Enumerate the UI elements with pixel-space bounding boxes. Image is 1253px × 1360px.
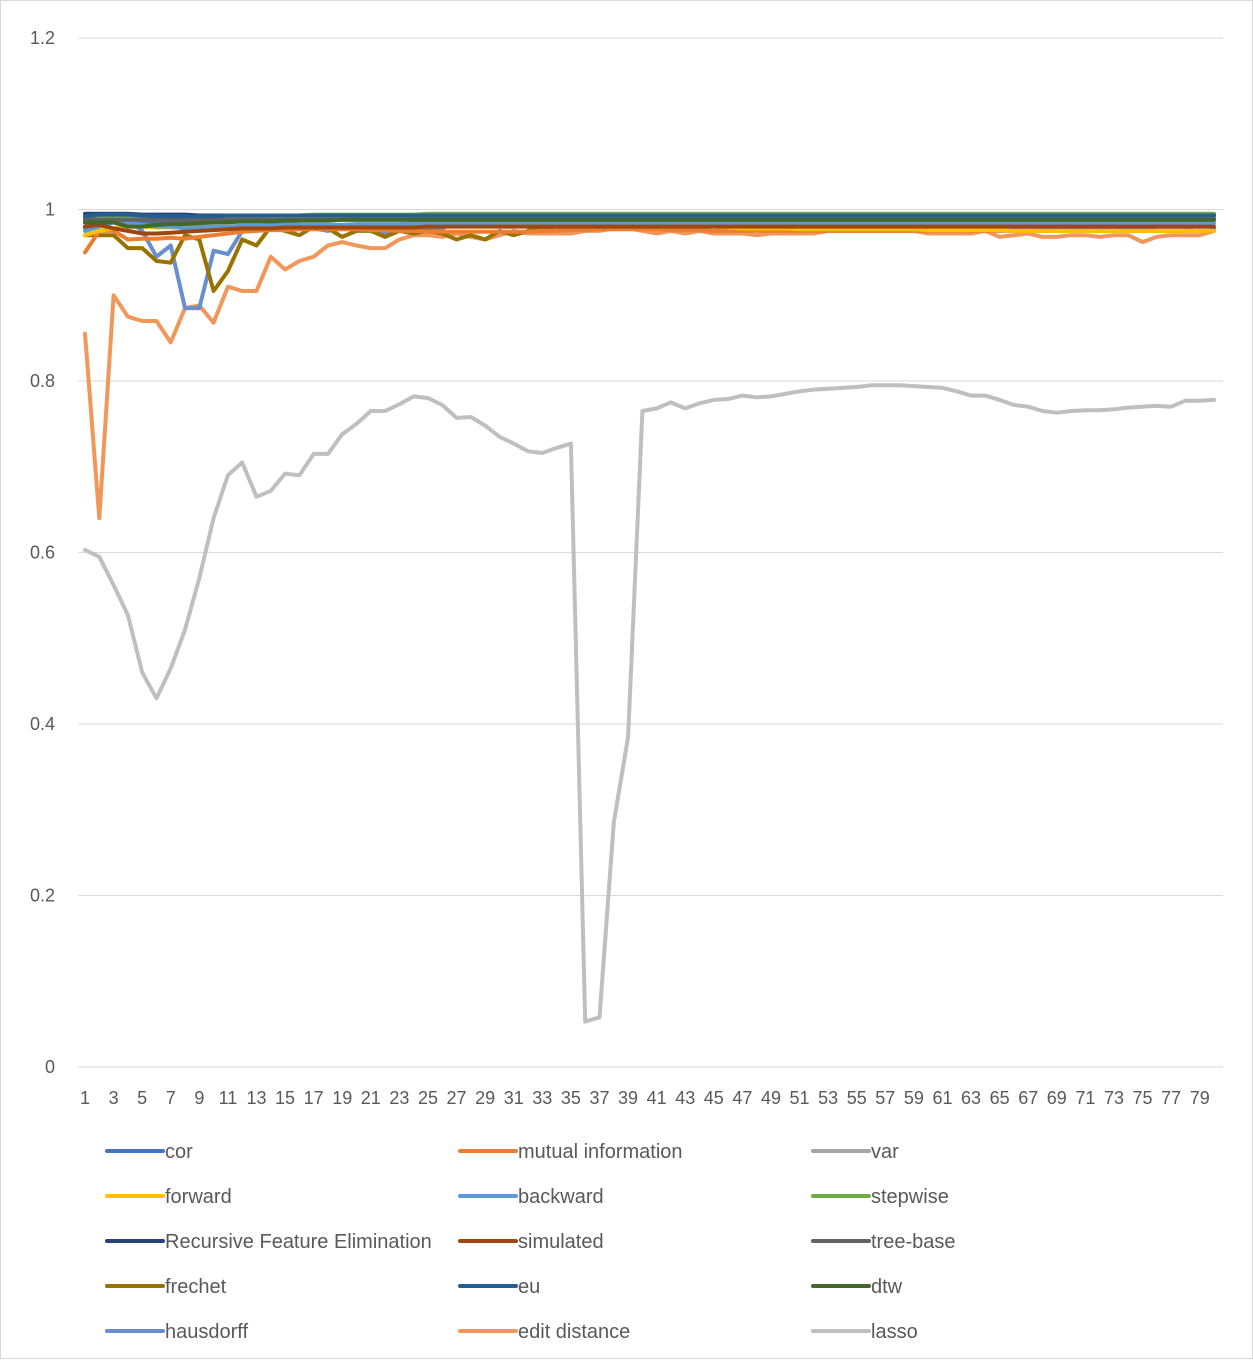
series-line-dtw: [83, 217, 1216, 229]
legend-label: hausdorff: [165, 1321, 248, 1343]
legend-label: Recursive Feature Elimination: [165, 1231, 432, 1253]
legend-label: eu: [518, 1276, 540, 1298]
legend-label: var: [871, 1141, 899, 1163]
legend-label: dtw: [871, 1276, 903, 1298]
x-tick-label: 49: [761, 1088, 781, 1108]
legend: cor mutual information var forward backward s…: [105, 1141, 956, 1343]
x-tick-label: 5: [137, 1088, 147, 1108]
x-tick-label: 51: [790, 1088, 810, 1108]
x-tick-label: 53: [818, 1088, 838, 1108]
x-tick-label: 63: [961, 1088, 981, 1108]
x-tick-label: 9: [194, 1088, 204, 1108]
legend-item: edit distance: [458, 1321, 630, 1343]
legend-label: mutual information: [518, 1141, 683, 1163]
x-tick-label: 11: [219, 1088, 238, 1108]
x-tick-label: 61: [932, 1088, 952, 1108]
x-tick-label: 43: [675, 1088, 695, 1108]
x-tick-label: 1: [80, 1088, 90, 1108]
x-tick-label: 67: [1018, 1088, 1038, 1108]
x-tick-label: 75: [1133, 1088, 1153, 1108]
y-tick-label: 0.6: [30, 543, 55, 563]
x-tick-label: 29: [475, 1088, 495, 1108]
legend-label: edit distance: [518, 1321, 630, 1343]
x-tick-label: 23: [389, 1088, 409, 1108]
x-tick-label: 79: [1190, 1088, 1210, 1108]
x-tick-label: 65: [990, 1088, 1010, 1108]
legend-label: cor: [165, 1141, 193, 1163]
x-tick-label: 41: [647, 1088, 667, 1108]
x-tick-label: 27: [447, 1088, 467, 1108]
x-tick-label: 59: [904, 1088, 924, 1108]
series-line-edit-distance: [83, 226, 1216, 521]
y-tick-label: 1.2: [30, 28, 55, 48]
series-line-eu: [83, 212, 1216, 219]
x-axis-ticks: 1 3 5 7 9 11 13 15 17 19 21 23 25 27 29 31 33 35 37 39 41 43 4…: [80, 1088, 1210, 1108]
x-tick-label: 19: [332, 1088, 352, 1108]
x-tick-label: 77: [1161, 1088, 1181, 1108]
legend-item: stepwise: [811, 1186, 949, 1208]
x-tick-label: 3: [109, 1088, 119, 1108]
legend-item: simulated: [458, 1231, 604, 1253]
x-tick-label: 47: [732, 1088, 752, 1108]
x-tick-label: 21: [361, 1088, 381, 1108]
x-tick-label: 37: [589, 1088, 609, 1108]
x-tick-label: 39: [618, 1088, 638, 1108]
series-lines: [83, 211, 1216, 1024]
legend-item: hausdorff: [105, 1321, 248, 1343]
x-tick-label: 15: [275, 1088, 295, 1108]
series-line-lasso: [83, 383, 1216, 1024]
legend-item: mutual information: [458, 1141, 683, 1163]
y-tick-label: 1: [45, 200, 55, 220]
legend-item: dtw: [811, 1276, 903, 1298]
series-line-backward: [83, 220, 1216, 233]
legend-item: var: [811, 1141, 899, 1163]
legend-item: eu: [458, 1276, 540, 1298]
y-tick-label: 0.4: [30, 714, 55, 734]
x-tick-label: 33: [532, 1088, 552, 1108]
x-tick-label: 13: [246, 1088, 266, 1108]
x-tick-label: 7: [166, 1088, 176, 1108]
x-tick-label: 45: [704, 1088, 724, 1108]
legend-label: frechet: [165, 1276, 227, 1298]
legend-label: tree-base: [871, 1231, 956, 1253]
x-tick-label: 71: [1075, 1088, 1095, 1108]
legend-item: tree-base: [811, 1231, 956, 1253]
legend-label: simulated: [518, 1231, 604, 1253]
x-tick-label: 55: [847, 1088, 867, 1108]
legend-item: forward: [105, 1186, 232, 1208]
y-tick-label: 0.8: [30, 371, 55, 391]
legend-label: lasso: [871, 1321, 918, 1343]
y-tick-label: 0.2: [30, 886, 55, 906]
legend-item: lasso: [811, 1321, 918, 1343]
y-tick-label: 0: [45, 1057, 55, 1077]
x-tick-label: 25: [418, 1088, 438, 1108]
legend-item: cor: [105, 1141, 193, 1163]
gridlines: [78, 37, 1223, 1068]
x-tick-label: 31: [504, 1088, 524, 1108]
x-tick-label: 35: [561, 1088, 581, 1108]
x-tick-label: 69: [1047, 1088, 1067, 1108]
x-tick-label: 17: [304, 1088, 324, 1108]
x-tick-label: 57: [875, 1088, 895, 1108]
legend-label: backward: [518, 1186, 604, 1208]
legend-label: forward: [165, 1186, 232, 1208]
legend-item: backward: [458, 1186, 604, 1208]
y-axis-ticks: 0 0.2 0.4 0.6 0.8 1 1.2: [30, 28, 55, 1077]
legend-item: Recursive Feature Elimination: [105, 1231, 432, 1253]
series-line-simulated: [83, 222, 1216, 236]
x-tick-label: 73: [1104, 1088, 1124, 1108]
legend-item: frechet: [105, 1276, 227, 1298]
legend-label: stepwise: [871, 1186, 949, 1208]
